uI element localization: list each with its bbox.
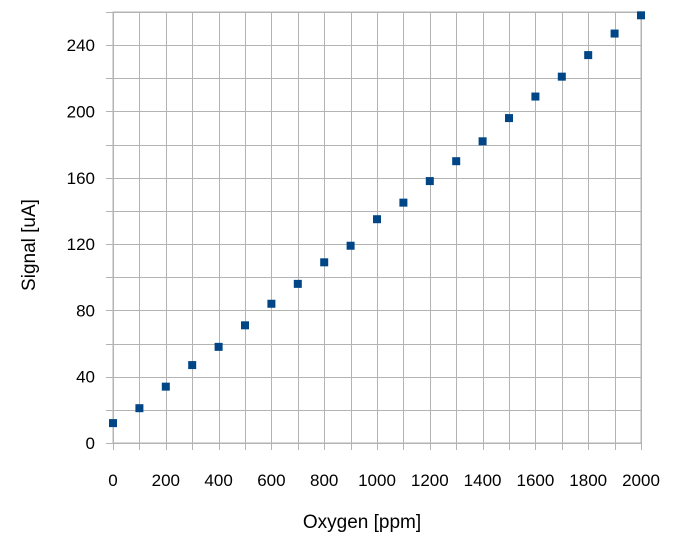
- data-point: [399, 198, 408, 207]
- y-axis-title: Signal [uA]: [19, 199, 40, 291]
- data-point: [346, 241, 355, 250]
- x-tick-label: 1400: [464, 471, 502, 490]
- data-point: [267, 299, 276, 308]
- x-tick-label: 2000: [622, 471, 660, 490]
- data-point: [425, 177, 434, 186]
- data-point: [584, 51, 593, 60]
- x-tick-label: 1800: [569, 471, 607, 490]
- data-point: [505, 114, 513, 123]
- x-tick-label: 0: [108, 471, 117, 490]
- x-tick-label: 600: [257, 471, 285, 490]
- y-tick-label: 40: [76, 368, 95, 387]
- data-point: [637, 11, 645, 20]
- y-tick-label: 160: [67, 169, 95, 188]
- x-tick-label: 200: [152, 471, 180, 490]
- gridlines: [106, 12, 642, 450]
- data-point: [478, 137, 487, 146]
- plot-area-frame: [112, 11, 642, 444]
- x-tick-label: 800: [310, 471, 338, 490]
- data-point: [161, 382, 170, 391]
- data-point: [241, 321, 249, 330]
- data-point: [214, 342, 223, 351]
- y-axis-tick-labels: 0 40 80 120 160 200 240: [67, 36, 95, 453]
- data-point: [373, 215, 381, 224]
- data-point: [188, 361, 197, 370]
- y-tick-label: 240: [67, 36, 95, 55]
- data-point: [557, 72, 566, 81]
- y-tick-label: 0: [86, 434, 95, 453]
- x-tick-label: 1600: [516, 471, 554, 490]
- data-point: [452, 157, 461, 166]
- y-tick-label: 80: [76, 301, 95, 320]
- x-tick-label: 400: [204, 471, 232, 490]
- data-point: [320, 258, 329, 267]
- data-point: [610, 29, 619, 38]
- data-point: [109, 419, 117, 428]
- x-tick-label: 1200: [411, 471, 449, 490]
- x-axis-tick-labels: 0 200 400 600 800 1000 1200 1400 1600 1800 2000: [108, 471, 660, 490]
- x-axis-title: Oxygen [ppm]: [303, 512, 421, 533]
- y-tick-label: 200: [67, 102, 95, 121]
- y-tick-label: 120: [67, 235, 95, 254]
- data-point: [293, 279, 302, 288]
- data-points: [109, 11, 645, 428]
- data-point: [135, 404, 144, 413]
- data-point: [531, 92, 540, 101]
- x-tick-label: 1000: [358, 471, 396, 490]
